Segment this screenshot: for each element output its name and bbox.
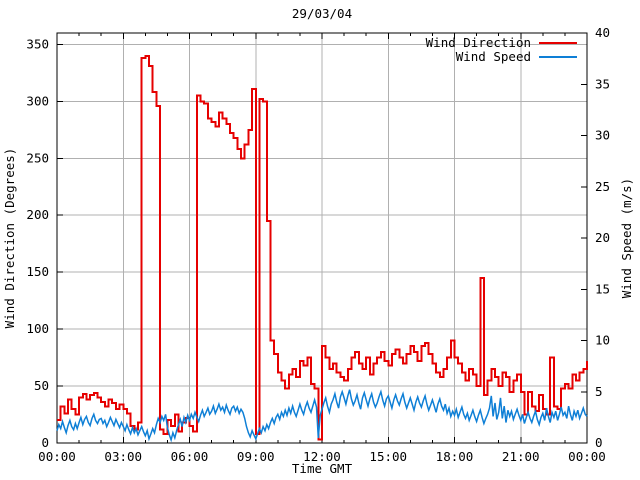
y-left-tick-label: 150: [26, 264, 49, 279]
x-tick-label: 12:00: [303, 449, 341, 464]
legend-label-direction: Wind Direction: [426, 35, 531, 50]
x-tick-label: 21:00: [502, 449, 540, 464]
y-right-tick-label: 35: [595, 76, 610, 91]
y-right-tick-label: 20: [595, 230, 610, 245]
legend-label-speed: Wind Speed: [456, 49, 531, 64]
y-left-tick-label: 100: [26, 321, 49, 336]
y-right-tick-label: 0: [595, 435, 603, 450]
x-tick-label: 09:00: [237, 449, 275, 464]
y-right-tick-label: 25: [595, 179, 610, 194]
x-tick-label: 00:00: [38, 449, 76, 464]
x-tick-label: 03:00: [104, 449, 142, 464]
y-left-tick-label: 50: [34, 378, 49, 393]
x-tick-label: 15:00: [369, 449, 407, 464]
y-left-tick-label: 0: [41, 435, 49, 450]
wind-direction-line: [57, 54, 588, 441]
chart-title: 29/03/04: [292, 6, 352, 21]
y-left-tick-label: 350: [26, 36, 49, 51]
y-right-tick-label: 15: [595, 281, 610, 296]
x-tick-label: 00:00: [568, 449, 606, 464]
y-right-tick-label: 5: [595, 384, 603, 399]
x-tick-label: 18:00: [436, 449, 474, 464]
y-left-axis-label: Wind Direction (Degrees): [2, 148, 17, 329]
y-left-tick-label: 300: [26, 93, 49, 108]
y-right-tick-label: 30: [595, 128, 610, 143]
x-axis-label: Time GMT: [292, 461, 353, 476]
y-right-tick-label: 10: [595, 333, 610, 348]
y-right-tick-label: 40: [595, 25, 610, 40]
y-left-tick-label: 250: [26, 150, 49, 165]
wind-speed-line: [56, 389, 588, 443]
y-right-axis-label: Wind Speed (m/s): [619, 178, 634, 298]
x-tick-label: 06:00: [171, 449, 209, 464]
y-left-tick-label: 200: [26, 207, 49, 222]
